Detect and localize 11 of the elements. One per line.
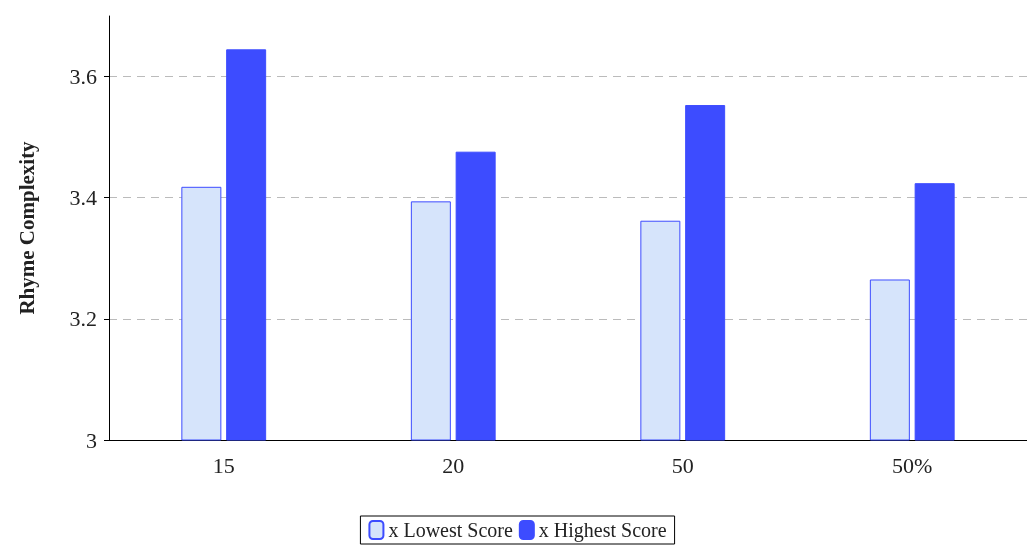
y-tick-label: 3.4 [69, 185, 97, 211]
legend-label: x Lowest Score [388, 519, 513, 541]
y-tick-label: 3.6 [69, 64, 97, 90]
x-tick-label: 20 [442, 452, 465, 478]
x-tick-label: 50 [671, 452, 694, 478]
y-tick-label: 3.2 [69, 306, 97, 332]
legend-label: x Highest Score [538, 519, 667, 542]
x-tick-label: 50% [892, 452, 933, 478]
y-tick-label: 3 [86, 427, 97, 453]
x-tick-label: 15 [212, 452, 235, 478]
y-axis-title: Rhyme Complexity [14, 140, 39, 315]
